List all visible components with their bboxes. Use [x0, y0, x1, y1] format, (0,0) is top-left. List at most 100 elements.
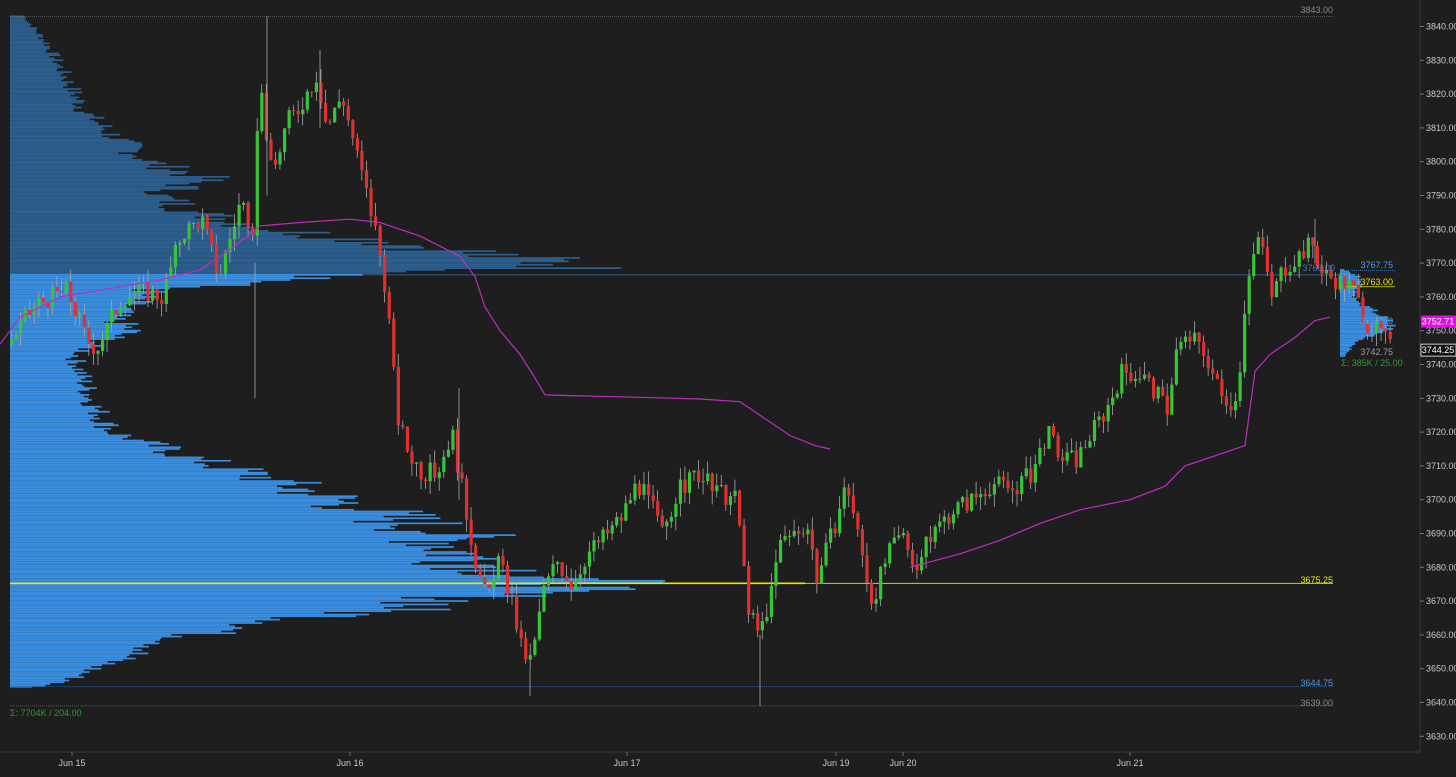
- profile-bar: [10, 159, 143, 161]
- profile-bar: [10, 138, 129, 141]
- profile-bar: [10, 610, 392, 613]
- candle-down: [906, 533, 910, 550]
- candle-up: [1256, 237, 1260, 255]
- candle-up: [829, 528, 833, 543]
- candle-up: [1097, 416, 1101, 421]
- candle-up: [997, 476, 1001, 485]
- profile-bar: [10, 140, 135, 143]
- profile-bar: [10, 644, 144, 646]
- profile-bar: [10, 66, 64, 68]
- y-tick-label: 3680.00: [1426, 562, 1456, 572]
- profile-bar: [10, 169, 170, 171]
- candle-up: [874, 599, 878, 604]
- x-label-jun21: Jun 21: [1116, 758, 1143, 768]
- profile-bar: [10, 617, 271, 619]
- candle-up: [1324, 269, 1329, 274]
- session-profile-bar: [1340, 346, 1350, 349]
- profile-bar: [10, 54, 61, 57]
- candle-down: [1220, 379, 1224, 397]
- candle-down: [82, 314, 86, 328]
- profile-bar: [10, 383, 82, 386]
- candle-up: [492, 578, 496, 589]
- candle-down: [738, 490, 742, 526]
- candle-up: [574, 580, 578, 590]
- profile-bar: [10, 262, 521, 264]
- profile-bar: [10, 296, 158, 298]
- profile-bar: [10, 147, 141, 149]
- profile-bar: [10, 306, 127, 308]
- level-label-3639: 3639.00: [1300, 698, 1333, 708]
- candle-up: [583, 566, 587, 575]
- candle-up: [119, 307, 123, 315]
- candle-down: [1302, 251, 1306, 258]
- candle-down: [569, 581, 573, 590]
- session-profile-bar: [1340, 304, 1360, 307]
- profile-bar: [10, 574, 510, 577]
- profile-bar: [10, 661, 108, 663]
- candle-up: [101, 340, 105, 351]
- profile-bar: [10, 101, 84, 104]
- y-axis[interactable]: 3840.00 3830.00 3820.00 3810.00 3800.00 3790.…: [1420, 22, 1456, 742]
- candle-up: [1233, 401, 1238, 411]
- candle-up: [769, 585, 774, 617]
- candle-up: [232, 226, 237, 240]
- profile-bar: [10, 25, 30, 28]
- candle-up: [1111, 397, 1115, 406]
- candle-up: [223, 252, 228, 274]
- candle-down: [374, 216, 378, 226]
- candle-up: [719, 485, 723, 487]
- candle-down: [60, 291, 64, 293]
- candle-down: [1261, 237, 1265, 248]
- profile-bar: [10, 339, 90, 342]
- candle-down: [697, 470, 701, 483]
- profile-bar: [10, 554, 426, 557]
- profile-summary-main: Σ: 7704K / 204.00: [10, 708, 82, 718]
- profile-bar: [10, 319, 115, 322]
- profile-bar: [10, 56, 50, 58]
- candle-down: [505, 565, 510, 595]
- candle-down: [1334, 277, 1338, 290]
- candle-up: [14, 333, 18, 340]
- profile-bar: [10, 314, 132, 317]
- level-lines: [10, 16, 1395, 707]
- profile-bar: [10, 243, 362, 246]
- candle-up: [1115, 393, 1119, 398]
- candle-down: [519, 629, 523, 639]
- candle-up: [437, 472, 441, 478]
- profile-bar: [10, 612, 324, 614]
- y-tick-label: 3710.00: [1426, 461, 1456, 471]
- profile-bar: [10, 302, 146, 305]
- profile-bar: [10, 388, 90, 391]
- profile-bar: [10, 539, 458, 542]
- profile-bar: [10, 559, 474, 562]
- candle-down: [510, 594, 514, 596]
- candle-down: [1265, 247, 1269, 273]
- profile-bar: [10, 44, 44, 46]
- candle-up: [687, 472, 692, 493]
- candle-up: [96, 350, 100, 354]
- profile-bar: [10, 135, 103, 138]
- profile-bar: [10, 343, 93, 346]
- candle-down: [419, 462, 423, 480]
- candle-down: [1361, 297, 1365, 324]
- profile-bar: [10, 216, 195, 219]
- profile-bar: [10, 282, 251, 285]
- profile-bar: [10, 324, 126, 327]
- candle-up: [337, 101, 341, 108]
- profile-bar: [10, 366, 73, 369]
- profile-bar: [10, 133, 121, 136]
- profile-bar: [10, 233, 283, 236]
- profile-bar: [10, 72, 63, 75]
- candle-up: [838, 508, 842, 534]
- y-tick-label: 3840.00: [1426, 22, 1456, 32]
- profile-bar: [10, 415, 94, 418]
- session-profile-bar: [1340, 314, 1379, 317]
- profile-bar: [10, 329, 141, 332]
- profile-bar: [10, 252, 464, 254]
- candle-up: [592, 540, 596, 552]
- profile-bar: [10, 238, 383, 241]
- y-tick-label: 3700.00: [1426, 495, 1456, 505]
